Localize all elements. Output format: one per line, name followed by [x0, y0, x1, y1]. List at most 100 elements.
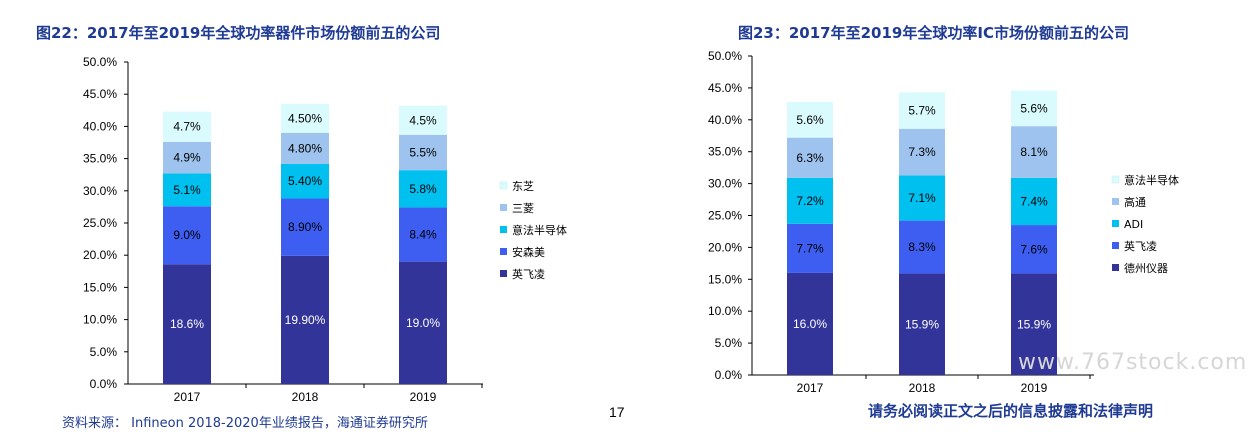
right-legend-swatch — [1111, 175, 1120, 184]
left-bar-segment — [399, 261, 447, 384]
left-bar-segment — [163, 111, 211, 142]
left-data-label: 18.6% — [170, 317, 204, 331]
left-bar-segment — [281, 163, 329, 199]
left-y-tick-label: 5.0% — [90, 345, 118, 359]
left-bar-segment — [399, 105, 447, 135]
left-legend-swatch — [500, 204, 507, 211]
left-bar-segment — [163, 206, 211, 265]
left-y-tick-label: 50.0% — [83, 55, 117, 69]
left-x-tick-label: 2019 — [410, 390, 437, 404]
left-data-label: 5.5% — [409, 145, 437, 159]
left-data-label: 4.7% — [173, 120, 201, 134]
right-x-tick-label: 2017 — [797, 381, 824, 395]
left-bar-segment — [163, 264, 211, 384]
left-bar-segment — [163, 173, 211, 207]
left-y-tick-label: 10.0% — [83, 313, 117, 327]
left-data-label: 4.5% — [409, 113, 437, 127]
right-y-tick-label: 35.0% — [708, 145, 742, 159]
right-legend-swatch — [1112, 242, 1119, 249]
right-legend-swatch — [1112, 198, 1119, 205]
right-bar-segment — [899, 92, 945, 129]
right-data-label: 8.1% — [1020, 145, 1048, 159]
right-bar-segment — [1011, 90, 1057, 127]
left-data-label: 4.9% — [173, 151, 201, 165]
right-data-label: 7.7% — [796, 241, 824, 255]
left-legend-swatch — [499, 181, 508, 190]
left-y-tick-label: 25.0% — [83, 216, 117, 230]
right-data-label: 5.6% — [796, 113, 824, 127]
right-bar-segment — [899, 128, 945, 176]
left-y-tick-label: 20.0% — [83, 248, 117, 262]
left-legend-label: 意法半导体 — [512, 223, 567, 237]
right-legend-label: 德州仪器 — [1124, 261, 1168, 275]
left-data-label: 19.90% — [285, 313, 326, 327]
right-bar-segment — [1011, 225, 1057, 274]
right-y-tick-label: 50.0% — [708, 49, 742, 63]
left-x-tick-label: 2018 — [292, 390, 319, 404]
left-y-tick-label: 15.0% — [83, 280, 117, 294]
right-legend-label: 意法半导体 — [1124, 173, 1179, 187]
left-y-tick-label: 45.0% — [83, 87, 117, 101]
right-data-label: 7.3% — [908, 145, 936, 159]
right-data-label: 8.3% — [908, 240, 936, 254]
right-data-label: 5.7% — [908, 104, 936, 118]
right-y-tick-label: 5.0% — [715, 336, 743, 350]
right-legend-label: 高通 — [1124, 195, 1146, 209]
right-bar-segment — [787, 223, 833, 273]
left-data-label: 8.90% — [288, 220, 322, 234]
chart-title-left: 图22：2017年至2019年全球功率器件市场份额前五的公司 — [36, 24, 441, 42]
left-legend-swatch — [500, 226, 507, 233]
left-y-tick-label: 40.0% — [83, 119, 117, 133]
right-bar-segment — [1011, 177, 1057, 226]
page-number: 17 — [609, 404, 625, 420]
disclaimer-text: 请务必阅读正文之后的信息披露和法律声明 — [868, 402, 1154, 420]
left-data-label: 8.4% — [409, 228, 437, 242]
right-x-tick-label: 2018 — [909, 381, 936, 395]
left-bar-segment — [163, 141, 211, 174]
left-data-label: 5.40% — [288, 174, 322, 188]
left-bar-segment — [281, 132, 329, 164]
right-x-tick-label: 2019 — [1021, 381, 1048, 395]
left-legend-label: 安森美 — [512, 245, 545, 259]
right-bar-segment — [787, 101, 833, 138]
left-data-label: 5.8% — [409, 182, 437, 196]
right-bar-segment — [899, 220, 945, 274]
right-data-label: 7.6% — [1020, 242, 1048, 256]
right-bar-segment — [1011, 273, 1057, 375]
left-legend-swatch — [500, 270, 507, 277]
watermark: www.767stock.com — [1018, 350, 1248, 375]
right-legend-label: ADI — [1124, 218, 1143, 231]
left-legend-label: 英飞凌 — [512, 267, 545, 281]
right-bar-segment — [787, 177, 833, 224]
right-y-tick-label: 25.0% — [708, 209, 742, 223]
left-bar-segment — [281, 255, 329, 384]
left-data-label: 5.1% — [173, 183, 201, 197]
right-y-tick-label: 15.0% — [708, 272, 742, 286]
right-y-tick-label: 20.0% — [708, 240, 742, 254]
right-data-label: 7.4% — [1020, 194, 1048, 208]
right-data-label: 7.2% — [796, 194, 824, 208]
right-bar-segment — [899, 175, 945, 221]
right-data-label: 7.1% — [908, 191, 936, 205]
right-data-label: 15.9% — [905, 317, 939, 331]
right-y-tick-label: 0.0% — [715, 368, 743, 382]
right-y-tick-label: 40.0% — [708, 113, 742, 127]
right-data-label: 5.6% — [1020, 101, 1048, 115]
left-y-tick-label: 35.0% — [83, 152, 117, 166]
left-bar-segment — [399, 207, 447, 262]
right-data-label: 16.0% — [793, 317, 827, 331]
left-data-label: 19.0% — [406, 316, 440, 330]
left-legend-label: 三菱 — [512, 202, 534, 215]
left-bar-segment — [399, 170, 447, 208]
footer-source: 资料来源： Infineon 2018-2020年业绩报告，海通证券研究所 — [62, 416, 428, 431]
right-bar-segment — [787, 272, 833, 375]
right-legend-label: 英飞凌 — [1124, 239, 1157, 253]
left-legend-label: 东芝 — [512, 180, 534, 193]
right-legend-swatch — [1112, 220, 1119, 227]
right-legend-swatch — [1112, 264, 1119, 271]
right-data-label: 15.9% — [1017, 317, 1051, 331]
right-y-tick-label: 45.0% — [708, 81, 742, 95]
left-legend-swatch — [500, 248, 507, 255]
